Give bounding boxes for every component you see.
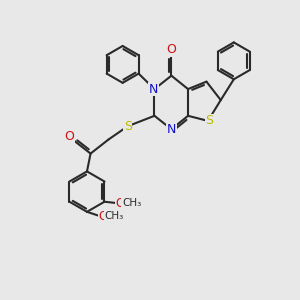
Text: CH₃: CH₃	[122, 198, 141, 208]
Text: S: S	[124, 120, 132, 133]
Text: CH₃: CH₃	[104, 211, 124, 221]
Text: O: O	[98, 210, 107, 223]
Text: O: O	[64, 130, 74, 142]
Text: O: O	[167, 43, 176, 56]
Text: N: N	[149, 82, 158, 96]
Text: N: N	[167, 123, 176, 136]
Text: O: O	[116, 197, 125, 210]
Text: S: S	[206, 114, 213, 128]
